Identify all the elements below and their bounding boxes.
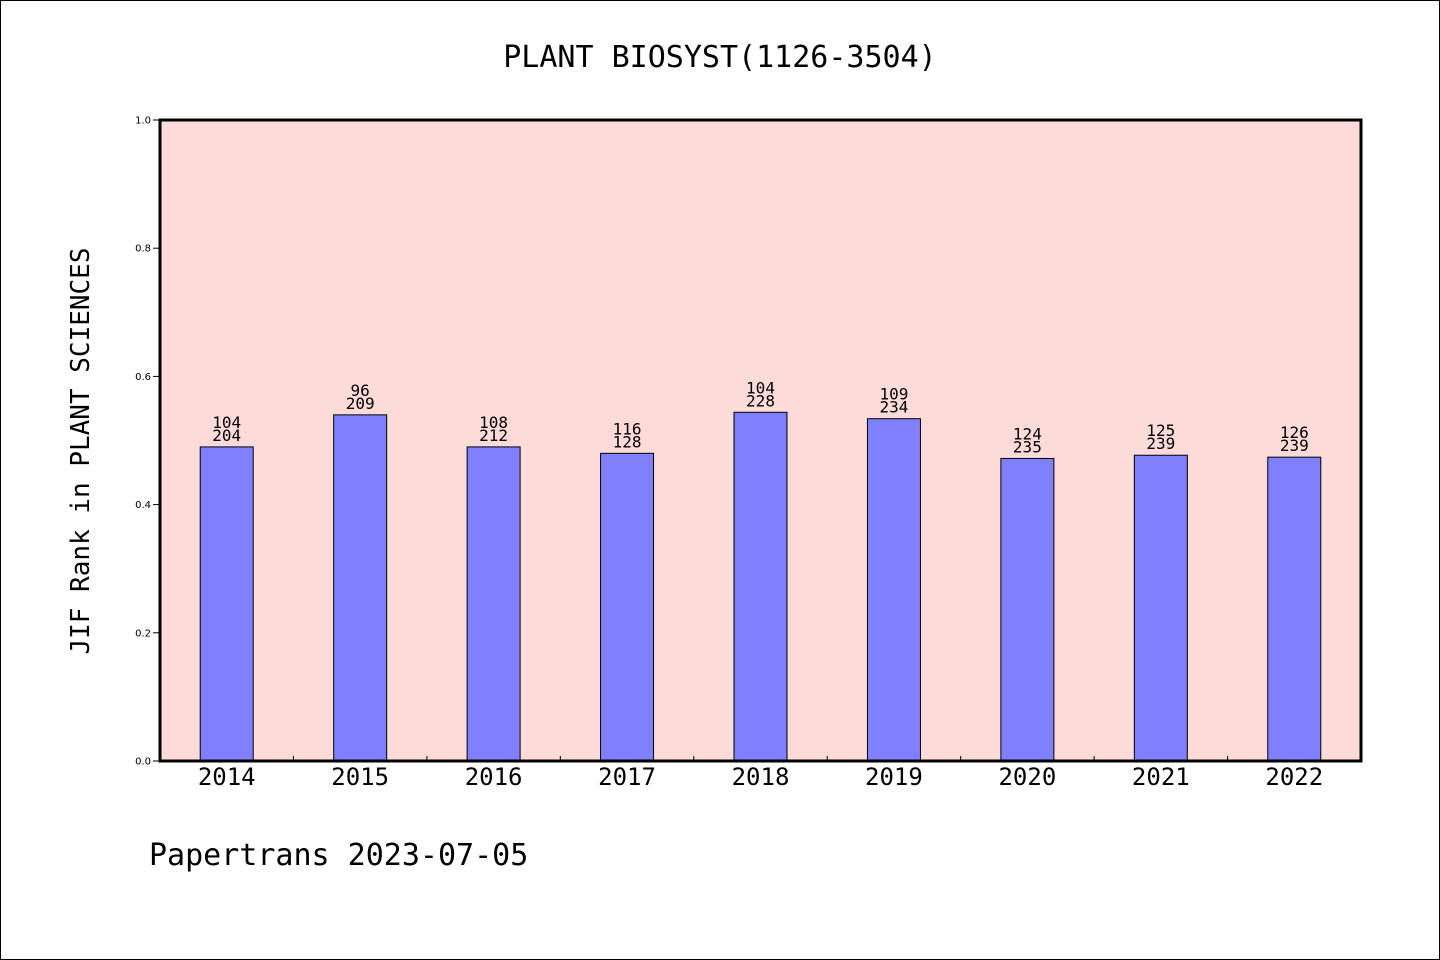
rank-label: 104	[746, 378, 775, 397]
x-tick-label: 2017	[598, 763, 656, 791]
chart-title: PLANT BIOSYST(1126-3504)	[503, 40, 936, 75]
x-tick-label: 2018	[732, 763, 790, 791]
total-label: 204	[212, 426, 241, 445]
bar	[1133, 454, 1188, 762]
total-label: 128	[613, 432, 642, 451]
total-label: 228	[746, 391, 775, 410]
total-label: 239	[1280, 436, 1309, 455]
total-label: 235	[1013, 437, 1042, 456]
total-label: 234	[879, 398, 908, 417]
y-axis: 0.0 0.2 0.4 0.6 0.8 1.0	[135, 116, 160, 768]
y-tick-label: 0.0	[135, 757, 151, 768]
bar	[333, 414, 388, 762]
bar	[733, 411, 788, 762]
rank-label: 116	[613, 419, 642, 438]
bar	[866, 418, 921, 762]
x-tick-label: 2015	[331, 763, 389, 791]
bar	[1000, 457, 1055, 762]
y-tick-label: 0.2	[135, 628, 151, 639]
x-axis: 2014 2015 2016 2017 2018 2019 2020 2021 2022	[198, 756, 1323, 791]
total-label: 209	[346, 394, 375, 413]
bar	[600, 452, 655, 762]
y-tick-label: 0.6	[135, 372, 151, 383]
bar-series	[199, 411, 1322, 762]
y-tick-label: 0.8	[135, 244, 151, 255]
rank-label: 96	[351, 381, 370, 400]
x-tick-label: 2021	[1132, 763, 1190, 791]
x-tick-label: 2019	[865, 763, 923, 791]
x-tick-label: 2014	[198, 763, 256, 791]
y-axis-label: JIF Rank in PLANT SCIENCES	[66, 248, 96, 655]
x-tick-label: 2022	[1265, 763, 1323, 791]
total-label: 212	[479, 426, 508, 445]
bar	[1267, 456, 1322, 762]
total-label: 239	[1146, 434, 1175, 453]
x-tick-label: 2020	[998, 763, 1056, 791]
bar	[466, 446, 521, 762]
rank-label: 126	[1280, 423, 1309, 442]
rank-label: 125	[1146, 421, 1175, 440]
rank-label: 109	[879, 385, 908, 404]
bar	[199, 446, 254, 762]
x-tick-label: 2016	[465, 763, 523, 791]
rank-label: 104	[212, 413, 241, 432]
footer-credit: Papertrans 2023-07-05	[149, 838, 528, 873]
y-tick-label: 0.4	[135, 500, 151, 511]
rank-label: 108	[479, 413, 508, 432]
plot-border	[158, 118, 1363, 763]
rank-label: 124	[1013, 424, 1042, 443]
y-tick-label: 1.0	[135, 116, 151, 127]
